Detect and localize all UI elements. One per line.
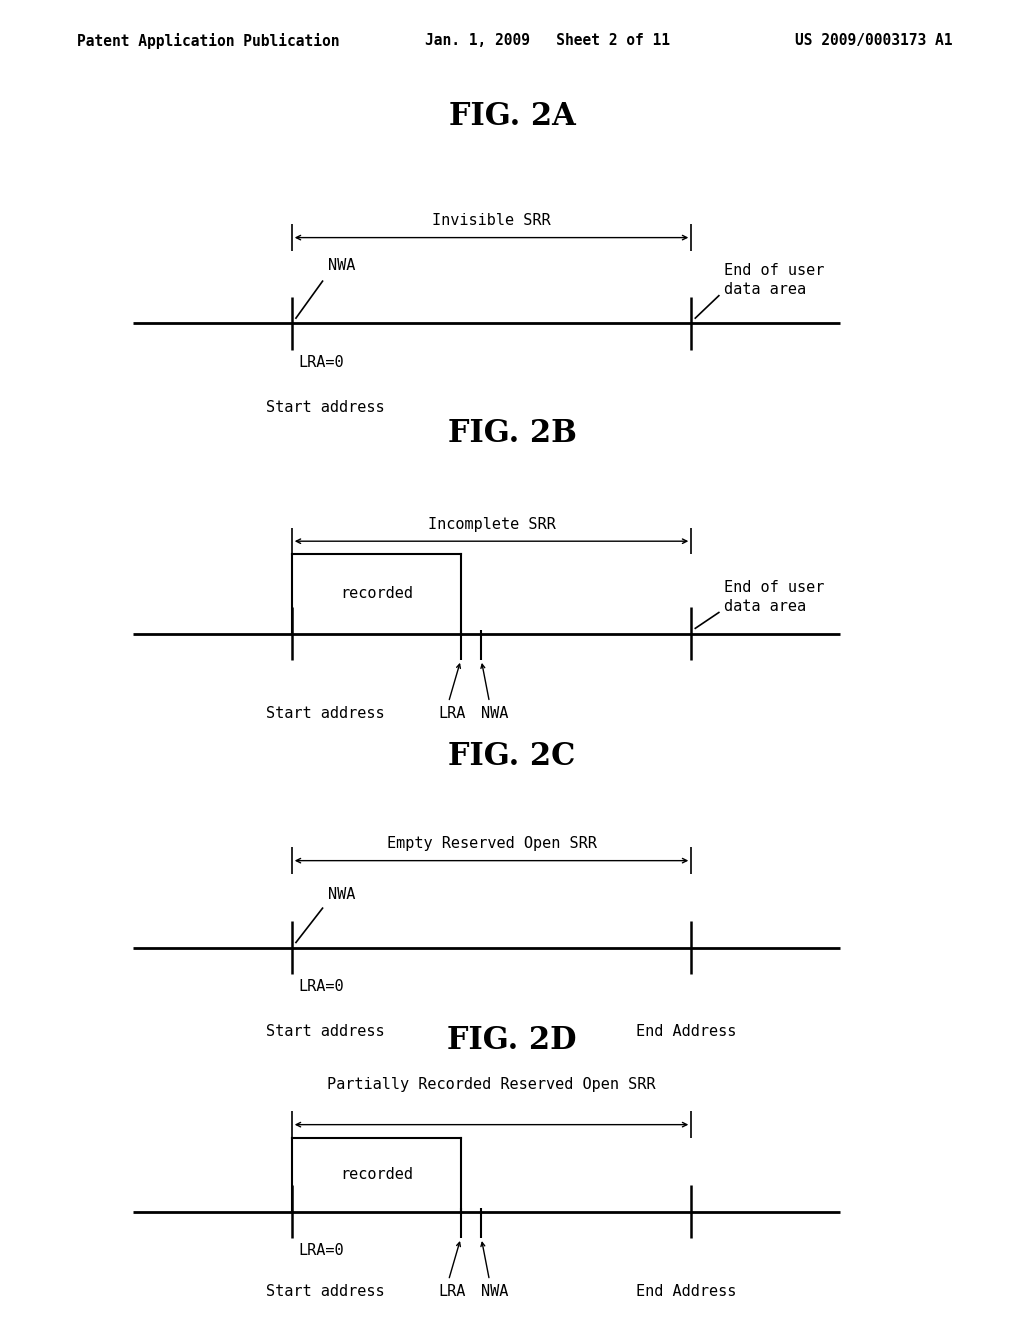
Text: FIG. 2D: FIG. 2D [447,1026,577,1056]
Text: Invisible SRR: Invisible SRR [432,214,551,228]
Text: Empty Reserved Open SRR: Empty Reserved Open SRR [387,837,596,851]
Text: LRA: LRA [438,1284,466,1299]
Text: LRA: LRA [438,706,466,721]
Text: recorded: recorded [340,586,413,602]
Text: End Address: End Address [636,1284,736,1299]
Text: Start address: Start address [266,1024,385,1039]
Text: NWA: NWA [481,706,509,721]
Text: LRA=0: LRA=0 [298,1243,344,1258]
Text: End of user
data area: End of user data area [724,581,824,614]
Text: recorded: recorded [340,1167,413,1183]
Text: End Address: End Address [636,1024,736,1039]
Text: Incomplete SRR: Incomplete SRR [428,517,555,532]
Text: Partially Recorded Reserved Open SRR: Partially Recorded Reserved Open SRR [328,1077,655,1092]
Text: LRA=0: LRA=0 [298,355,344,370]
Text: Jan. 1, 2009   Sheet 2 of 11: Jan. 1, 2009 Sheet 2 of 11 [425,33,670,48]
Text: NWA: NWA [328,887,355,902]
Text: Start address: Start address [266,1284,385,1299]
Text: NWA: NWA [481,1284,509,1299]
Text: Patent Application Publication: Patent Application Publication [77,33,339,49]
Text: US 2009/0003173 A1: US 2009/0003173 A1 [795,33,952,48]
Text: NWA: NWA [328,259,355,273]
Text: End of user
data area: End of user data area [724,264,824,297]
Text: FIG. 2A: FIG. 2A [449,102,575,132]
Text: Start address: Start address [266,400,385,414]
Text: FIG. 2C: FIG. 2C [449,742,575,772]
Text: FIG. 2B: FIG. 2B [447,418,577,449]
Text: Start address: Start address [266,706,385,721]
Text: LRA=0: LRA=0 [298,979,344,994]
